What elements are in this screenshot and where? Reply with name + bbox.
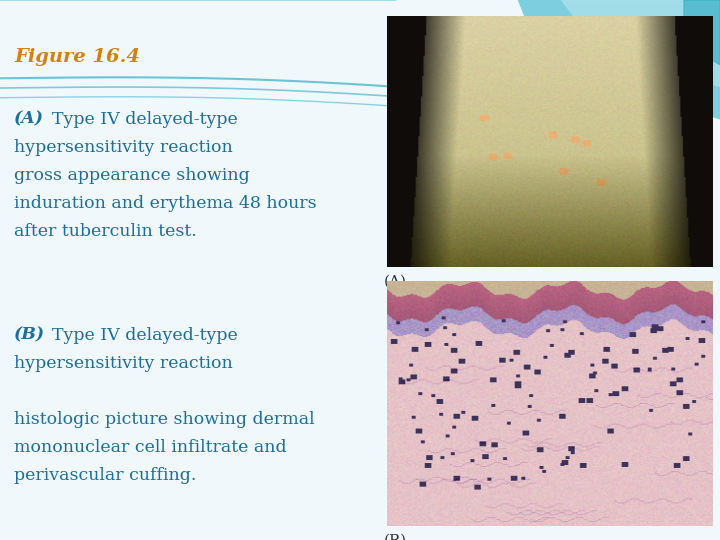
Text: after tuberculin test.: after tuberculin test. xyxy=(14,223,197,240)
Polygon shape xyxy=(518,0,720,119)
Text: hypersensitivity reaction: hypersensitivity reaction xyxy=(14,355,233,372)
Text: Type IV delayed-type: Type IV delayed-type xyxy=(52,111,238,127)
Text: Figure 16.4: Figure 16.4 xyxy=(14,48,140,66)
Polygon shape xyxy=(562,0,720,86)
Text: hypersensitivity reaction: hypersensitivity reaction xyxy=(14,139,233,156)
Text: histologic picture showing dermal: histologic picture showing dermal xyxy=(14,411,315,428)
Text: mononuclear cell infiltrate and: mononuclear cell infiltrate and xyxy=(14,439,287,456)
Text: perivascular cuffing.: perivascular cuffing. xyxy=(14,467,197,484)
Polygon shape xyxy=(684,0,720,65)
Text: gross appearance showing: gross appearance showing xyxy=(14,167,250,184)
Text: induration and erythema 48 hours: induration and erythema 48 hours xyxy=(14,195,317,212)
Text: (A): (A) xyxy=(14,111,45,127)
Text: (B): (B) xyxy=(384,534,407,540)
Text: (A): (A) xyxy=(384,274,407,288)
Text: (B): (B) xyxy=(14,327,45,343)
Text: Type IV delayed-type: Type IV delayed-type xyxy=(52,327,238,343)
